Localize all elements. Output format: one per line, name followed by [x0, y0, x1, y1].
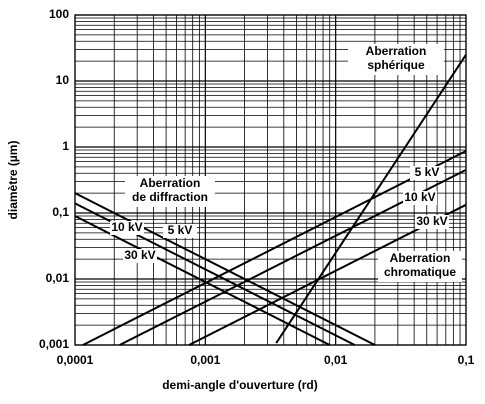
x-tick-label: 0,0001	[57, 353, 94, 367]
label-bg	[403, 191, 437, 205]
annotation-bg	[378, 251, 462, 282]
x-tick-label: 0,001	[190, 353, 220, 367]
x-axis-title: demi-angle d'ouverture (rd)	[162, 378, 318, 392]
series-line	[74, 192, 376, 346]
series-label: 5 kV	[415, 165, 440, 179]
series-label: 5 kV	[168, 223, 193, 237]
annotation: chromatique	[384, 265, 456, 279]
annotation-bg	[348, 44, 444, 75]
x-tick-label: 0,1	[458, 353, 475, 367]
annotation: Aberration	[390, 251, 451, 265]
label-bg	[123, 249, 157, 263]
y-tick-label: 0,1	[52, 205, 69, 219]
series-label: 10 kV	[111, 220, 142, 234]
y-tick-label: 0,01	[46, 271, 70, 285]
series-label: 30 kV	[416, 214, 447, 228]
annotation: de diffraction	[132, 190, 208, 204]
series-label: 10 kV	[404, 190, 435, 204]
label-bg	[415, 215, 449, 229]
x-tick-label: 0,01	[324, 353, 348, 367]
series-line	[74, 215, 331, 346]
annotation: Aberration	[140, 176, 201, 190]
annotation: sphérique	[367, 58, 425, 72]
annotation: Aberration	[366, 44, 427, 58]
series-line	[82, 150, 467, 346]
y-axis-title: diamètre (µm)	[6, 141, 20, 220]
label-bg	[163, 224, 197, 238]
label-bg	[410, 166, 444, 180]
y-tick-label: 1	[62, 139, 69, 153]
annotation-bg	[125, 176, 215, 207]
y-tick-label: 0,001	[39, 337, 69, 351]
y-tick-label: 10	[56, 73, 70, 87]
y-tick-label: 100	[49, 7, 69, 21]
label-bg	[110, 221, 144, 235]
plot-border	[74, 14, 467, 346]
series-label: 30 kV	[124, 248, 155, 262]
